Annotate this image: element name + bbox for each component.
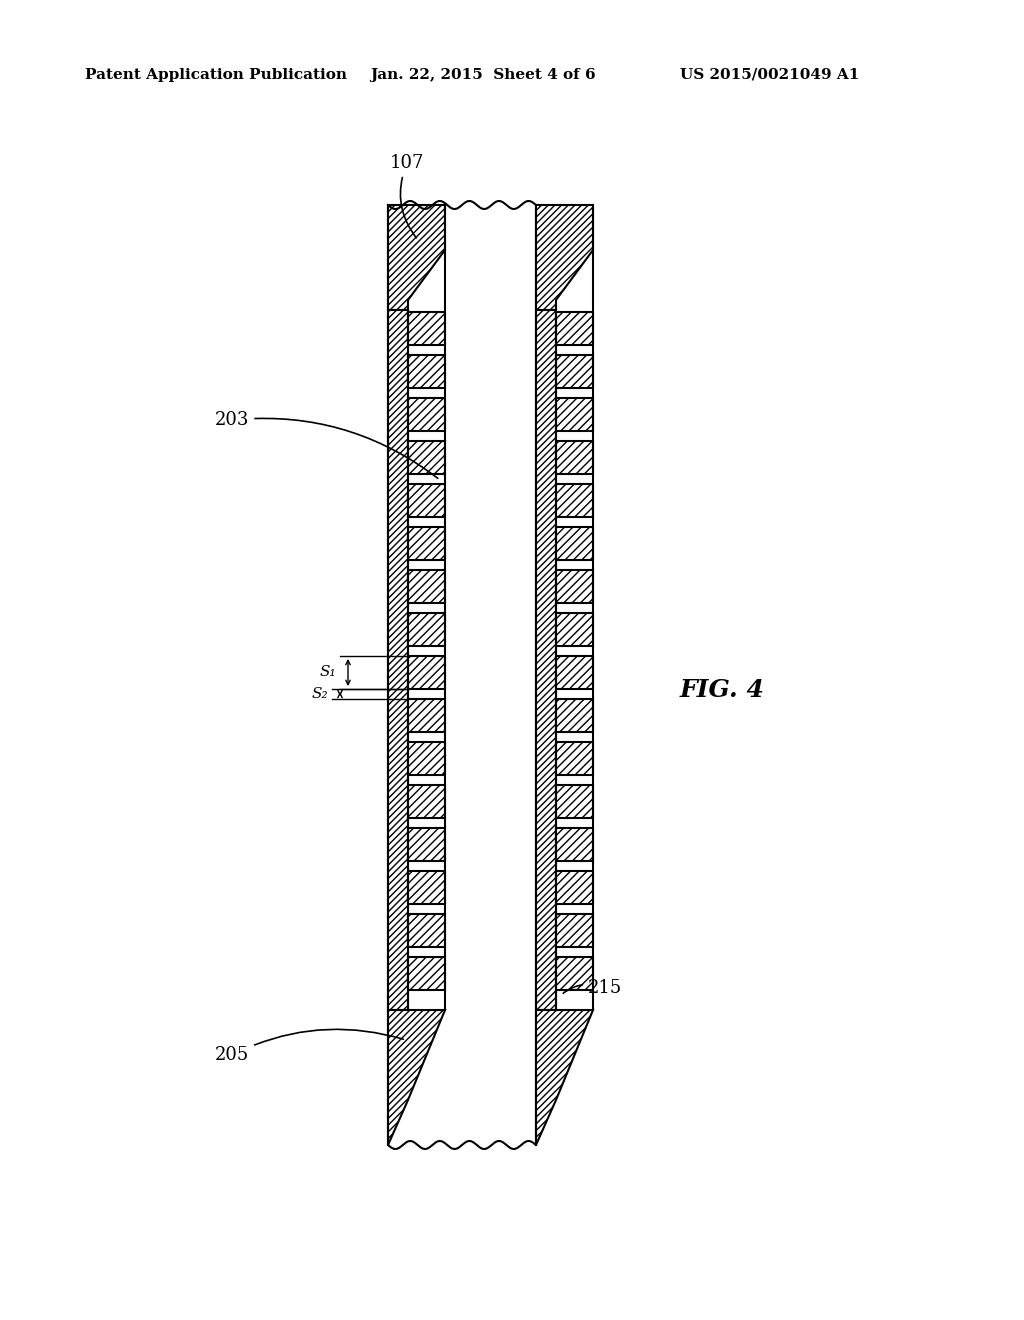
Polygon shape	[408, 700, 445, 733]
Polygon shape	[408, 312, 445, 345]
Polygon shape	[556, 355, 593, 388]
Polygon shape	[388, 205, 445, 310]
Polygon shape	[536, 1010, 593, 1144]
Polygon shape	[408, 612, 445, 645]
Polygon shape	[408, 656, 445, 689]
Text: US 2015/0021049 A1: US 2015/0021049 A1	[680, 69, 859, 82]
Polygon shape	[388, 1010, 445, 1144]
Polygon shape	[556, 828, 593, 861]
Polygon shape	[556, 742, 593, 775]
Text: S₁: S₁	[319, 665, 336, 680]
Polygon shape	[408, 441, 445, 474]
Polygon shape	[556, 913, 593, 946]
Polygon shape	[556, 570, 593, 603]
Polygon shape	[536, 205, 593, 310]
Polygon shape	[408, 828, 445, 861]
Polygon shape	[408, 742, 445, 775]
Text: 203: 203	[215, 411, 438, 478]
Polygon shape	[408, 913, 445, 946]
Text: Jan. 22, 2015  Sheet 4 of 6: Jan. 22, 2015 Sheet 4 of 6	[370, 69, 596, 82]
Polygon shape	[556, 700, 593, 733]
Polygon shape	[408, 785, 445, 818]
Polygon shape	[556, 785, 593, 818]
Polygon shape	[408, 871, 445, 904]
Polygon shape	[556, 399, 593, 432]
Text: 215: 215	[563, 979, 623, 997]
Polygon shape	[408, 484, 445, 517]
Polygon shape	[556, 871, 593, 904]
Polygon shape	[556, 957, 593, 990]
Polygon shape	[556, 612, 593, 645]
Polygon shape	[408, 570, 445, 603]
Text: 107: 107	[390, 154, 424, 238]
Polygon shape	[556, 441, 593, 474]
Polygon shape	[536, 310, 556, 1010]
Polygon shape	[556, 527, 593, 560]
Text: Patent Application Publication: Patent Application Publication	[85, 69, 347, 82]
Bar	[388, 205, 536, 1144]
Polygon shape	[408, 527, 445, 560]
Polygon shape	[556, 312, 593, 345]
Text: S₂: S₂	[311, 686, 328, 701]
Polygon shape	[556, 656, 593, 689]
Polygon shape	[408, 355, 445, 388]
Polygon shape	[408, 399, 445, 432]
Polygon shape	[408, 957, 445, 990]
Polygon shape	[388, 310, 408, 1010]
Polygon shape	[556, 484, 593, 517]
Text: FIG. 4: FIG. 4	[680, 678, 765, 702]
Text: 205: 205	[215, 1030, 403, 1064]
